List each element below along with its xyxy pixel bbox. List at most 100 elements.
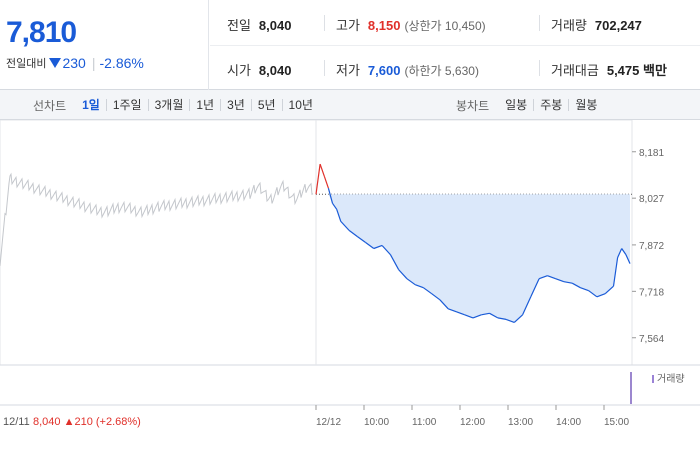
price-segment xyxy=(340,220,350,231)
y-tick-label: 8,181 xyxy=(639,148,664,159)
price-segment xyxy=(319,163,325,177)
price-segment xyxy=(323,176,329,189)
price-segment xyxy=(580,287,589,292)
price-segment xyxy=(538,275,548,280)
tab-line-3[interactable]: 1년 xyxy=(189,99,220,111)
price-segment xyxy=(547,275,556,280)
tab-candle-0[interactable]: 일봉 xyxy=(505,98,528,112)
x-tick-label: 10:00 xyxy=(364,417,389,428)
price-segment xyxy=(522,296,532,316)
divider xyxy=(324,15,325,31)
price-segment xyxy=(621,248,627,255)
stats-grid: 전일 8,040 고가 8,150 (상한가 10,450) 거래량 702,247 시… xyxy=(210,0,700,90)
price-segment xyxy=(439,299,449,310)
price-segment xyxy=(563,281,573,284)
price-segment xyxy=(332,202,338,210)
tab-candle-2[interactable]: 월봉 xyxy=(568,99,603,111)
stat-label: 거래대금 xyxy=(551,63,599,78)
price-segment xyxy=(571,282,581,289)
price-segment xyxy=(604,285,614,295)
price-segment xyxy=(365,242,375,249)
price-segment xyxy=(381,245,391,256)
stat-label: 고가 xyxy=(336,18,360,33)
change-label: 전일대비 xyxy=(6,58,47,70)
price-box: 7,810 전일대비 230 | -2.86% xyxy=(0,0,209,90)
tab-candle-1[interactable]: 주봉 xyxy=(533,99,568,111)
divider: | xyxy=(91,55,96,71)
price-segment xyxy=(464,314,474,319)
y-tick-label: 8,027 xyxy=(639,194,664,205)
price-segment xyxy=(505,318,515,323)
stat-label: 전일 xyxy=(227,18,251,33)
price-segment xyxy=(414,284,424,289)
x-tick-label: 11:00 xyxy=(412,417,437,428)
price-segment xyxy=(588,290,598,298)
change-value: 230 xyxy=(62,55,86,71)
chart-tab-bar: 선차트 1일 1주일 3개월 1년 3년 5년 10년 봉차트 일봉 주봉 월봉 xyxy=(0,90,700,120)
stat-label: 거래량 xyxy=(551,18,587,33)
price-segment xyxy=(389,254,400,270)
intraday-chart: 8,181 8,027 7,872 7,718 7,564 12/12 10:00 11:00… xyxy=(0,119,700,450)
line-chart-label: 선차트 xyxy=(33,98,67,113)
stat-open: 시가 8,040 xyxy=(227,60,291,79)
stat-value: 8,040 xyxy=(258,18,292,33)
candle-chart-tabs: 봉차트 일봉 주봉 월봉 xyxy=(456,90,603,120)
chart-canvas: 8,181 8,027 7,872 7,718 7,564 12/12 10:00 11:00… xyxy=(0,119,700,428)
price-segment xyxy=(617,248,623,258)
divider xyxy=(539,60,540,76)
price-segment xyxy=(513,314,524,323)
volume-legend-label: 거래량 xyxy=(657,373,685,385)
x-tick-label: 12:00 xyxy=(460,417,485,428)
stat-label: 시가 xyxy=(227,63,251,78)
divider xyxy=(324,60,325,76)
price-segment xyxy=(489,312,499,319)
price-segment xyxy=(423,287,433,295)
price-segment xyxy=(555,278,565,283)
price-segment xyxy=(356,236,366,243)
tab-line-6[interactable]: 10년 xyxy=(281,99,319,111)
stat-value: 5,475 백만 xyxy=(606,63,667,78)
price-segment xyxy=(497,317,507,320)
price-segment xyxy=(336,209,342,222)
stock-summary: 7,810 전일대비 230 | -2.86% 전일 8,040 고가 8,150 (상한가… xyxy=(0,0,700,90)
stat-high: 고가 8,150 (상한가 10,450) xyxy=(336,15,486,34)
stat-low: 저가 7,600 (하한가 5,630) xyxy=(336,60,479,79)
x-tick-label: 14:00 xyxy=(556,417,581,428)
current-price: 7,810 xyxy=(6,16,77,49)
price-segment xyxy=(596,293,606,298)
prev-day-summary: 8,040 ▲210 (+2.68%) xyxy=(33,416,141,428)
price-segment xyxy=(431,293,441,301)
tab-line-2[interactable]: 3개월 xyxy=(147,99,190,111)
tab-line-1[interactable]: 1주일 xyxy=(105,99,148,111)
x-tick-label: 13:00 xyxy=(508,417,533,428)
price-segment xyxy=(530,278,540,298)
price-segment xyxy=(447,308,457,313)
y-tick-label: 7,872 xyxy=(639,241,664,252)
stat-value: 8,040 xyxy=(258,63,292,78)
price-segment xyxy=(472,314,482,319)
price-segment xyxy=(406,278,416,286)
tab-line-4[interactable]: 3년 xyxy=(220,99,251,111)
lower-limit: (하한가 5,630) xyxy=(404,64,479,78)
x-tick-label: 12/12 xyxy=(316,417,341,428)
price-segment xyxy=(625,254,631,264)
prev-day-line xyxy=(0,172,314,266)
price-segment xyxy=(327,188,334,204)
y-tick-label: 7,718 xyxy=(639,287,664,298)
upper-limit: (상한가 10,450) xyxy=(404,19,486,33)
down-arrow-icon xyxy=(49,58,62,68)
tab-line-0[interactable]: 1일 xyxy=(82,98,100,112)
price-segment xyxy=(456,311,465,316)
row-divider xyxy=(210,45,700,46)
tab-line-5[interactable]: 5년 xyxy=(250,99,282,111)
price-segment xyxy=(373,244,383,250)
price-segment xyxy=(315,164,321,195)
below-base-area xyxy=(316,194,630,323)
price-segment xyxy=(398,269,408,280)
stat-label: 저가 xyxy=(336,63,360,78)
volume-legend-swatch xyxy=(652,375,654,383)
stat-value: 7,600 xyxy=(367,63,401,78)
candle-chart-label: 봉차트 xyxy=(456,98,490,113)
price-change: 전일대비 230 | -2.86% xyxy=(6,55,144,71)
price-segment xyxy=(481,312,490,316)
